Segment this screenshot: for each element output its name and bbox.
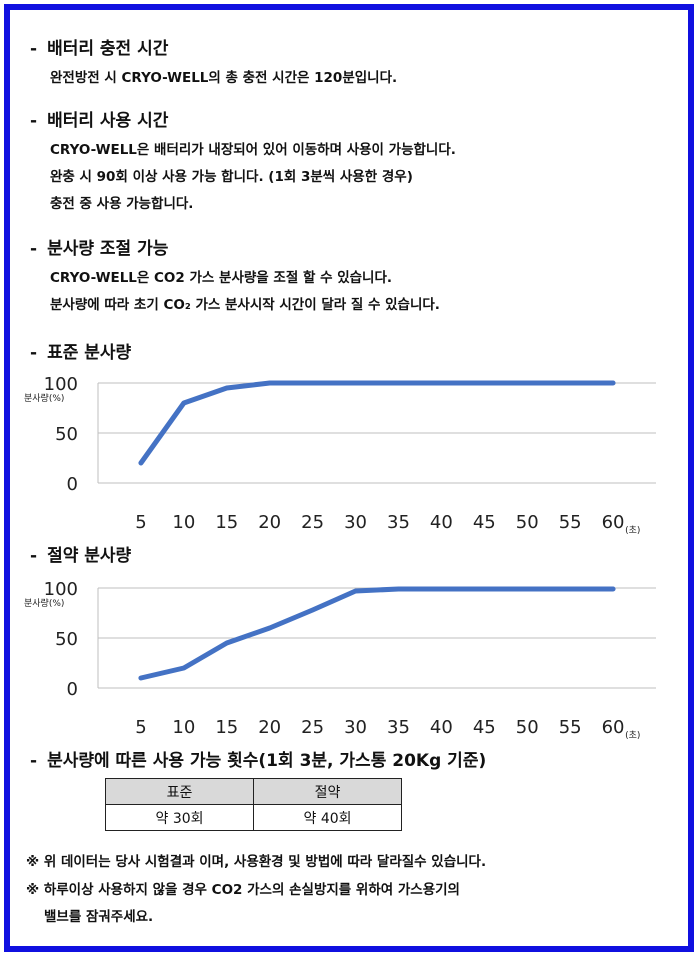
x-tick-label: 10 — [172, 717, 195, 738]
x-tick-label: 40 — [430, 717, 453, 738]
usage-line-1: CRYO-WELL은 배터리가 내장되어 있어 이동하며 사용이 가능합니다. — [50, 142, 456, 158]
note-1: ※ 위 데이터는 당사 시험결과 이며, 사용환경 및 방법에 따라 달라질수 … — [26, 854, 487, 870]
x-tick-label: 25 — [301, 512, 324, 533]
table-header-economy: 절약 — [253, 778, 402, 805]
y-tick-label: 0 — [67, 474, 78, 495]
spray-line-2: 분사량에 따라 초기 CO₂ 가스 분사시작 시간이 달라 질 수 있습니다. — [50, 297, 440, 313]
y-tick-label: 50 — [55, 629, 78, 650]
x-tick-label: 5 — [135, 512, 146, 533]
standard-chart: 0 50 100 분사량(%) 5 10 15 20 25 30 35 40 45 50 55 60 (초) — [20, 368, 680, 543]
table-cell-economy: 약 40회 — [253, 804, 402, 831]
table-cell-standard: 약 30회 — [105, 804, 254, 831]
series-line — [138, 586, 616, 681]
charge-line-1: 완전방전 시 CRYO-WELL의 총 충전 시간은 120분입니다. — [50, 70, 398, 86]
economy-chart: 0 50 100 분사량(%) 5 10 15 20 25 30 35 40 45 50 55 60 (초) — [20, 573, 680, 748]
usage-line-3: 충전 중 사용 가능합니다. — [50, 196, 194, 212]
spray-line-1: CRYO-WELL은 CO2 가스 분사량을 조절 할 수 있습니다. — [50, 270, 393, 286]
section-title-spray: - 분사량 조절 가능 — [30, 239, 169, 259]
x-tick-label: 20 — [258, 512, 281, 533]
x-tick-label: 15 — [215, 717, 238, 738]
x-tick-label: 15 — [215, 512, 238, 533]
x-tick-label: 20 — [258, 717, 281, 738]
y-axis-label: 분사량(%) — [24, 392, 64, 404]
x-tick-label: 5 — [135, 717, 146, 738]
section-title-usage: - 배터리 사용 시간 — [30, 111, 169, 131]
y-tick-label: 100 — [44, 579, 78, 600]
x-tick-label: 45 — [473, 717, 496, 738]
section-title-count: - 분사량에 따른 사용 가능 횟수(1회 3분, 가스통 20Kg 기준) — [30, 751, 487, 771]
x-tick-label: 50 — [516, 512, 539, 533]
x-tick-label: 55 — [559, 717, 582, 738]
series-line — [138, 380, 616, 466]
section-title-charge: - 배터리 충전 시간 — [30, 39, 169, 59]
y-tick-label: 100 — [44, 374, 78, 395]
x-axis-unit: (초) — [625, 525, 640, 536]
x-tick-label: 10 — [172, 512, 195, 533]
y-axis-label: 분사량(%) — [24, 597, 64, 609]
table-header-standard: 표준 — [105, 778, 254, 805]
usage-line-2: 완충 시 90회 이상 사용 가능 합니다. (1회 3분씩 사용한 경우) — [50, 169, 413, 185]
y-tick-label: 50 — [55, 424, 78, 445]
usage-count-table: 표준 절약 약 30회 약 40회 — [105, 778, 402, 831]
x-tick-label: 35 — [387, 717, 410, 738]
x-axis-unit: (초) — [625, 730, 640, 741]
note-2: ※ 하루이상 사용하지 않을 경우 CO2 가스의 손실방지를 위하여 가스용기… — [26, 882, 460, 898]
section-title-standard: - 표준 분사량 — [30, 343, 132, 363]
y-tick-label: 0 — [67, 679, 78, 700]
x-tick-label: 30 — [344, 512, 367, 533]
x-tick-label: 50 — [516, 717, 539, 738]
x-tick-label: 45 — [473, 512, 496, 533]
x-tick-label: 35 — [387, 512, 410, 533]
x-tick-label: 60 — [602, 717, 625, 738]
x-tick-label: 60 — [602, 512, 625, 533]
note-3: 밸브를 잠궈주세요. — [44, 909, 154, 925]
x-tick-label: 30 — [344, 717, 367, 738]
x-tick-label: 25 — [301, 717, 324, 738]
section-title-economy: - 절약 분사량 — [30, 546, 132, 566]
x-tick-label: 40 — [430, 512, 453, 533]
x-tick-label: 55 — [559, 512, 582, 533]
